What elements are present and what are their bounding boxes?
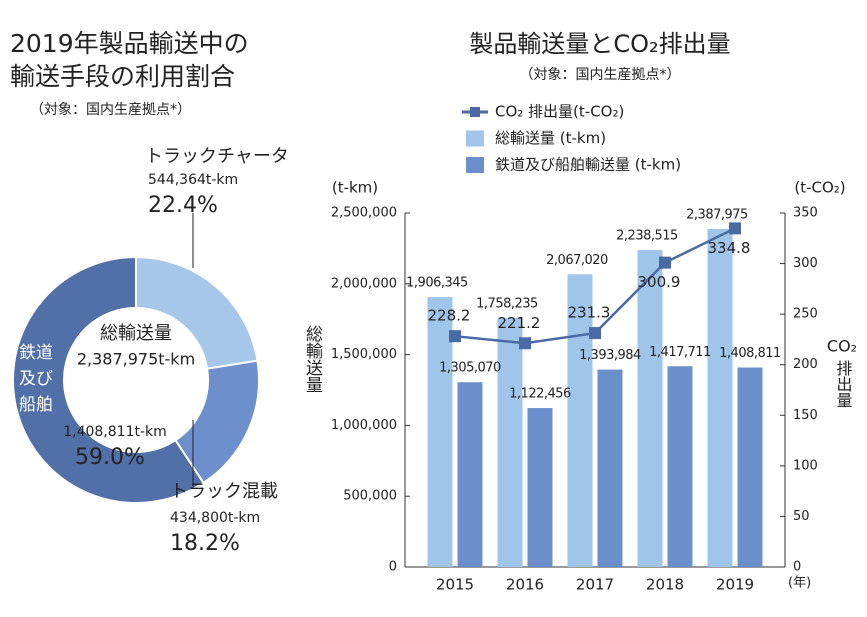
y2-tick-label: 350 — [793, 206, 818, 221]
slice-name: トラック混載 — [170, 481, 278, 502]
bar-value-label: 1,305,070 — [439, 361, 501, 376]
bar — [707, 228, 733, 568]
bar-value-label: 1,408,811 — [719, 346, 781, 361]
x-axis-label: (年) — [788, 576, 811, 591]
slice-percent: 22.4% — [148, 193, 218, 218]
y2-tick-label: 50 — [793, 509, 810, 524]
donut — [12, 255, 260, 504]
line-marker — [659, 256, 671, 269]
line-value-label: 221.2 — [498, 314, 541, 332]
y2-tick-label: 150 — [793, 408, 818, 423]
chart-title: 製品輸送量とCO₂排出量 — [469, 30, 730, 58]
y2-tick-label: 100 — [793, 458, 818, 473]
legend-swatch — [466, 157, 484, 173]
y-tick-label: 1,500,000 — [331, 347, 397, 362]
bar — [567, 274, 593, 567]
bar — [527, 408, 553, 567]
bar — [497, 318, 523, 567]
y2-tick-label: 300 — [793, 256, 818, 271]
bar — [427, 297, 453, 567]
pie-title-line: 2019年製品輸送中の — [10, 29, 249, 58]
x-tick-label: 2019 — [716, 576, 754, 594]
bar-value-label: 1,393,984 — [579, 348, 641, 363]
bar — [637, 250, 663, 567]
y2-axis-label: 排出量 — [834, 360, 853, 408]
y2-axis-label-top: CO₂ — [827, 337, 857, 356]
pie-subtitle: （対象：国内生産拠点*） — [30, 102, 191, 118]
legend-label: CO₂ 排出量(t-CO₂) — [495, 103, 624, 121]
slice-name: トラックチャータ — [145, 146, 289, 167]
y-tick-label: 2,000,000 — [331, 276, 397, 291]
chart-subtitle: （対象：国内生産拠点*） — [520, 67, 681, 83]
line-marker — [519, 337, 531, 350]
legend-marker — [470, 107, 480, 117]
rail-label-box: 鉄道及び船舶 — [19, 343, 53, 415]
y2-tick-label: 0 — [793, 560, 801, 575]
line-marker — [589, 327, 601, 340]
line-marker — [449, 330, 461, 343]
bar-value-label: 2,387,975 — [686, 207, 748, 222]
y-tick-label: 0 — [389, 560, 397, 575]
bar-value-label: 2,067,020 — [546, 253, 608, 268]
y2-unit: (t-CO₂) — [794, 179, 845, 197]
y2-tick-label: 250 — [793, 307, 818, 322]
bar-value-label: 2,238,515 — [616, 229, 678, 244]
line-marker — [729, 222, 741, 235]
x-tick-label: 2015 — [436, 576, 474, 594]
legend-label: 鉄道及び船舶輸送量 (t-km) — [495, 156, 681, 174]
line-value-label: 228.2 — [428, 307, 471, 325]
line-value-label: 334.8 — [708, 239, 751, 257]
bar — [737, 367, 763, 567]
line-value-label: 300.9 — [638, 273, 681, 291]
slice-amount: 544,364t-km — [148, 172, 238, 188]
slice-name: 鉄道及び船舶 — [19, 343, 53, 415]
x-tick-label: 2017 — [576, 576, 614, 594]
bar-value-label: 1,906,345 — [406, 276, 468, 291]
slice-percent: 18.2% — [170, 531, 240, 556]
y2-tick-label: 200 — [793, 357, 818, 372]
x-tick-label: 2018 — [646, 576, 684, 594]
bar-value-label: 1,122,456 — [509, 387, 571, 402]
y-unit: (t-km) — [332, 179, 378, 197]
y-tick-label: 1,000,000 — [331, 418, 397, 433]
slice — [12, 255, 205, 504]
legend-label: 総輸送量 (t-km) — [495, 129, 606, 147]
center-label: 総輸送量 — [100, 323, 172, 344]
y-tick-label: 500,000 — [343, 489, 397, 504]
bar — [457, 382, 483, 567]
bar-value-label: 1,758,235 — [476, 297, 538, 312]
y-axis-label: 総輸送量 — [302, 325, 323, 393]
y-tick-label: 2,500,000 — [331, 206, 397, 221]
slice-amount: 1,408,811t-km — [63, 424, 167, 440]
pie-title-line: 輸送手段の利用割合 — [10, 62, 235, 91]
x-tick-label: 2016 — [506, 576, 544, 594]
center-value: 2,387,975t-km — [77, 350, 195, 369]
bar — [667, 366, 693, 567]
legend-swatch — [466, 130, 484, 147]
line-value-label: 231.3 — [568, 304, 611, 322]
bar — [597, 369, 623, 567]
slice-percent: 59.0% — [75, 445, 145, 470]
slice-amount: 434,800t-km — [170, 510, 260, 526]
bar-value-label: 1,417,711 — [649, 345, 711, 360]
